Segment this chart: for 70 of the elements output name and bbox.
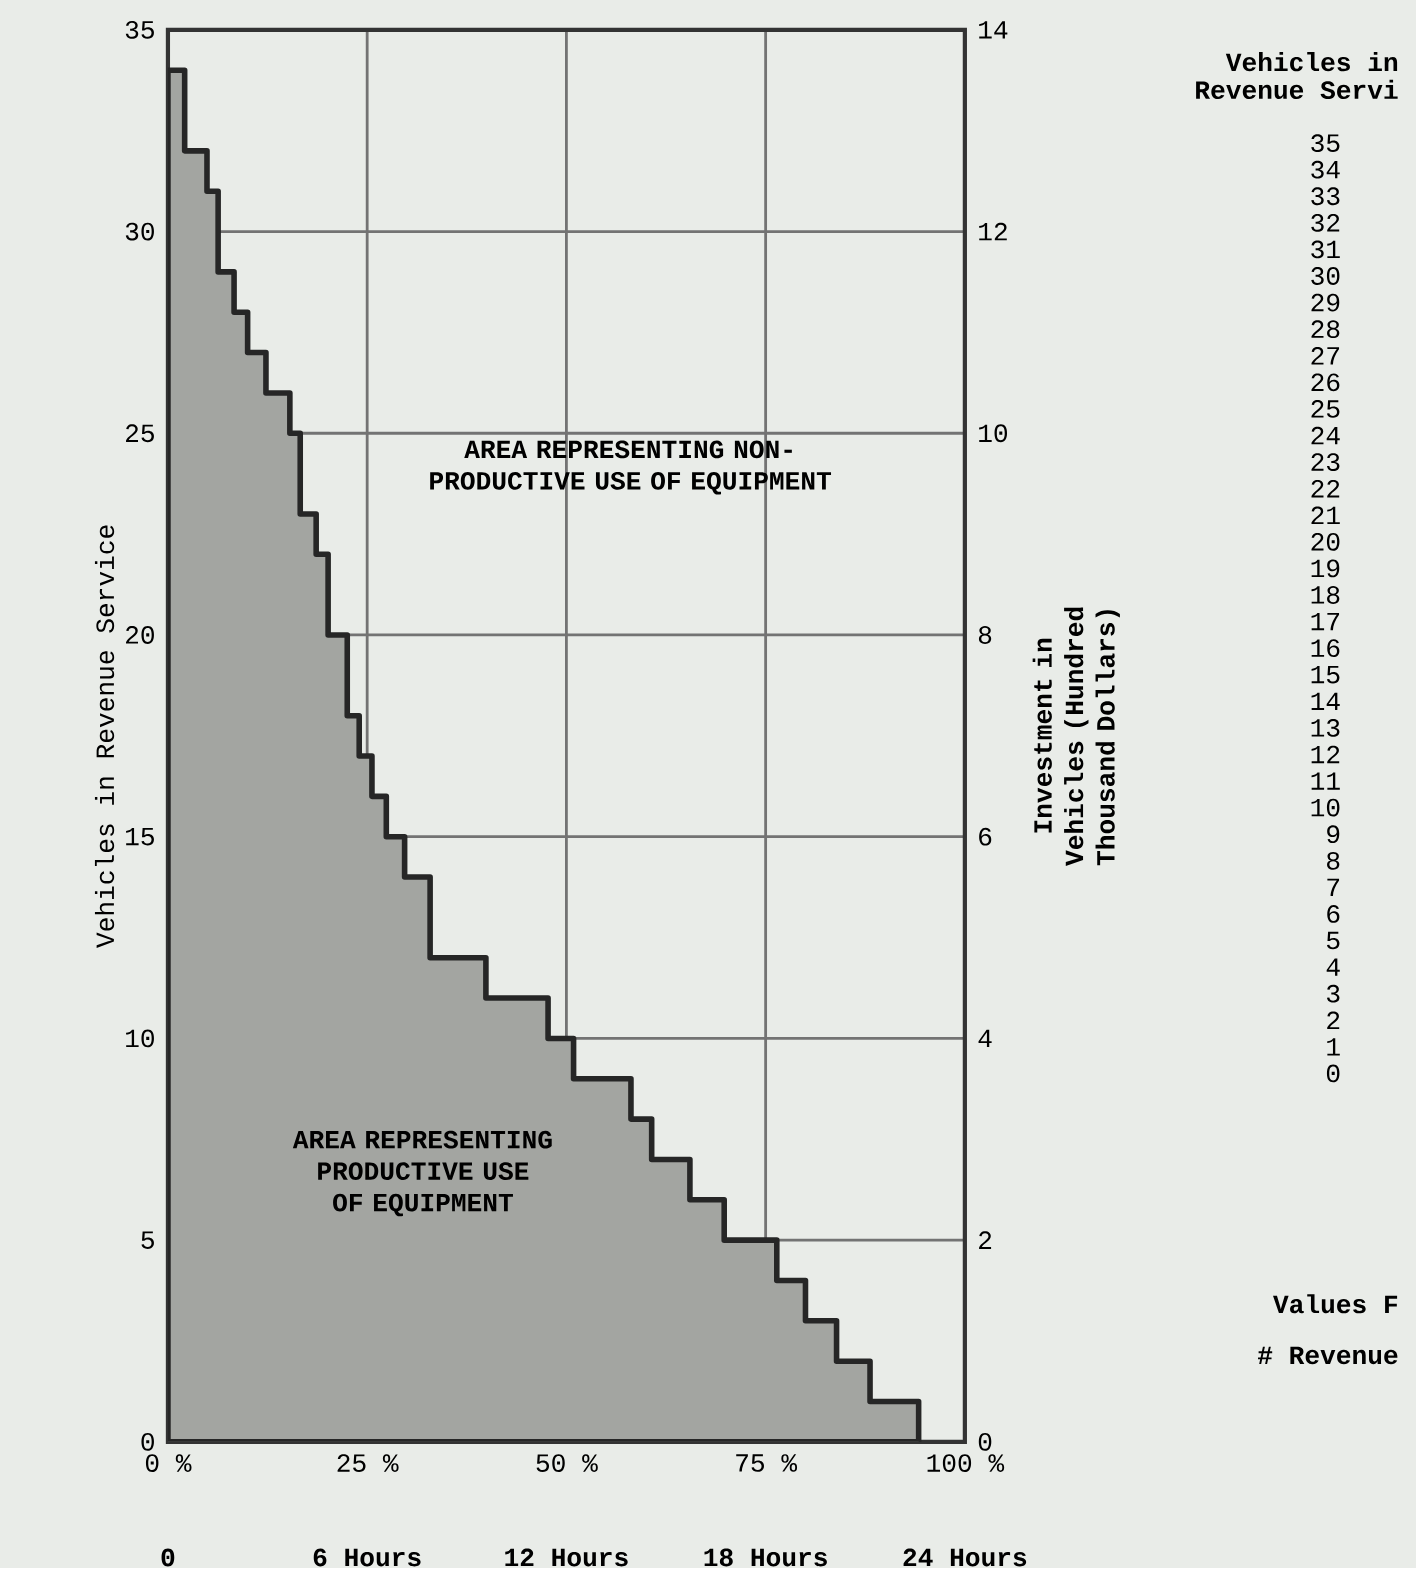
text: 31: [1311, 240, 1340, 259]
x2-tick-label: 24 Hours: [903, 1548, 1027, 1567]
text: 0: [1326, 1064, 1340, 1083]
text: 17: [1311, 612, 1340, 631]
x-tick-label: 50 %: [536, 1454, 598, 1472]
y-tick-label: 15: [126, 827, 154, 846]
x2-tick-label: 12 Hours: [505, 1548, 628, 1567]
annotation: AREA REPRESENTING PRODUCTIVE USE OF EQUIPMENT: [292, 1130, 552, 1217]
y2-tick-label: 10: [979, 424, 1008, 443]
text: 29: [1311, 293, 1340, 312]
text: 15: [1311, 665, 1340, 684]
text: 18: [1311, 586, 1340, 604]
text: 12: [1311, 745, 1340, 764]
y2-tick-label: 6: [979, 827, 992, 846]
text: 23: [1311, 453, 1340, 471]
text: Vehicles in: [1225, 52, 1398, 72]
text: 27: [1311, 346, 1340, 365]
text: 35: [1311, 134, 1340, 153]
text: 6: [1327, 905, 1340, 923]
y-tick-label: 0: [141, 1432, 154, 1451]
y2-tick-label: 4: [978, 1029, 992, 1048]
text: 25: [1311, 400, 1340, 418]
text: 9: [1327, 825, 1340, 844]
y2-tick-label: 14: [979, 21, 1008, 39]
y-tick-label: 25: [126, 424, 154, 443]
x-tick-label: 75 %: [736, 1454, 798, 1472]
y-tick-label: 30: [125, 222, 154, 241]
text: 19: [1311, 559, 1340, 578]
text: 13: [1311, 719, 1340, 737]
y2-tick-label: 2: [979, 1231, 992, 1249]
annotation: AREA REPRESENTING NON-PRODUCTIVE USE OF EQUIPMENT: [430, 440, 832, 495]
y2-tick-label: 12: [979, 222, 1007, 241]
text: 3: [1326, 984, 1340, 1003]
y-tick-label: 20: [126, 626, 154, 644]
text: 11: [1311, 772, 1340, 790]
text: 7: [1327, 878, 1340, 896]
text: 33: [1311, 187, 1340, 206]
y-tick-label: 5: [141, 1231, 154, 1249]
y2-axis-title: Investment in Vehicles (Hundred Thousand Dollars): [1032, 607, 1120, 866]
y2-tick-label: 0: [978, 1432, 992, 1451]
text: 30: [1311, 267, 1340, 285]
text: Revenue Servi: [1196, 79, 1398, 100]
text: 32: [1311, 213, 1340, 232]
text: 28: [1311, 320, 1340, 339]
text: 16: [1311, 639, 1340, 658]
x2-tick-label: 6 Hours: [313, 1548, 421, 1567]
text: 24: [1311, 426, 1340, 445]
text: 8: [1327, 851, 1340, 870]
text: Values F: [1273, 1294, 1398, 1314]
text: 26: [1311, 373, 1340, 392]
x2-tick-label: 18 Hours: [704, 1548, 827, 1567]
y-tick-label: 35: [125, 20, 154, 39]
text: 4: [1326, 958, 1340, 976]
text: # Revenue: [1258, 1346, 1398, 1365]
text: 5: [1326, 931, 1340, 950]
y2-tick-label: 8: [978, 626, 992, 644]
text: 14: [1311, 692, 1340, 710]
text: 22: [1311, 479, 1340, 498]
y-axis-title: Vehicles in Revenue Service: [94, 525, 115, 948]
text: 10: [1311, 798, 1340, 817]
x-tick-label: 100 %: [927, 1454, 1005, 1472]
text: 2: [1327, 1011, 1340, 1030]
text: 1: [1327, 1038, 1340, 1056]
x-tick-label: 0 %: [145, 1454, 192, 1472]
x2-tick-label: 0: [161, 1548, 175, 1567]
x-tick-label: 25 %: [337, 1454, 399, 1472]
y-tick-label: 10: [126, 1029, 154, 1048]
text: 34: [1311, 160, 1340, 179]
text: 20: [1311, 532, 1340, 551]
text: 21: [1311, 506, 1340, 524]
